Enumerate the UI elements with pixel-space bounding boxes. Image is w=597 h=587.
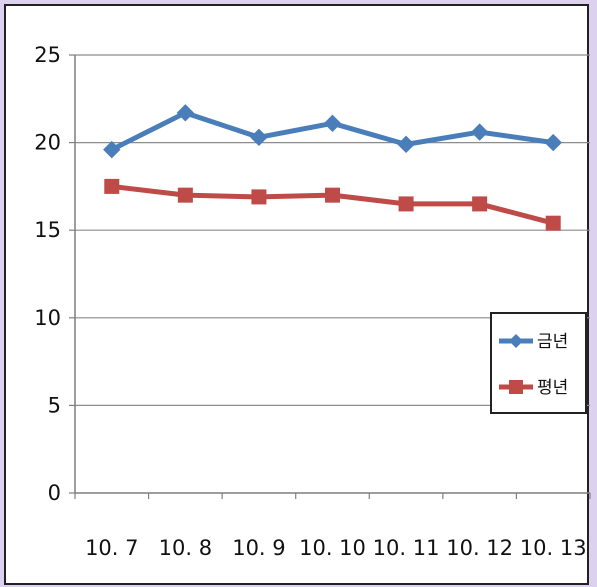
data-point xyxy=(472,196,488,212)
x-tick-label: 10. 7 xyxy=(85,536,138,560)
legend-label: 금년 xyxy=(537,332,568,352)
legend-marker xyxy=(509,334,523,348)
data-point xyxy=(470,123,489,141)
y-tick-label: 10 xyxy=(34,306,61,330)
x-tick-label: 10. 9 xyxy=(232,536,285,560)
x-tick-label: 10. 13 xyxy=(520,536,587,560)
data-point xyxy=(251,189,267,205)
data-point xyxy=(250,128,268,147)
x-tick-label: 10. 8 xyxy=(159,536,212,560)
y-tick-label: 20 xyxy=(34,131,61,155)
data-point xyxy=(397,135,415,154)
data-point xyxy=(544,133,562,152)
data-point xyxy=(323,114,342,133)
data-point xyxy=(545,215,561,231)
legend-marker xyxy=(509,380,523,394)
y-tick-label: 25 xyxy=(34,43,61,67)
data-point xyxy=(398,196,414,212)
x-tick-label: 10. 10 xyxy=(299,536,366,560)
legend-label: 평년 xyxy=(537,378,568,398)
legend-box xyxy=(490,312,587,414)
data-point xyxy=(176,104,195,122)
y-tick-label: 15 xyxy=(34,218,61,242)
y-tick-label: 0 xyxy=(48,481,61,505)
y-tick-label: 5 xyxy=(48,393,61,417)
data-point xyxy=(104,178,120,194)
chart-frame xyxy=(4,4,589,585)
x-tick-label: 10. 11 xyxy=(373,536,440,560)
x-tick-label: 10. 12 xyxy=(446,536,513,560)
data-point xyxy=(103,140,121,159)
data-point xyxy=(177,187,193,203)
data-point xyxy=(325,187,340,203)
